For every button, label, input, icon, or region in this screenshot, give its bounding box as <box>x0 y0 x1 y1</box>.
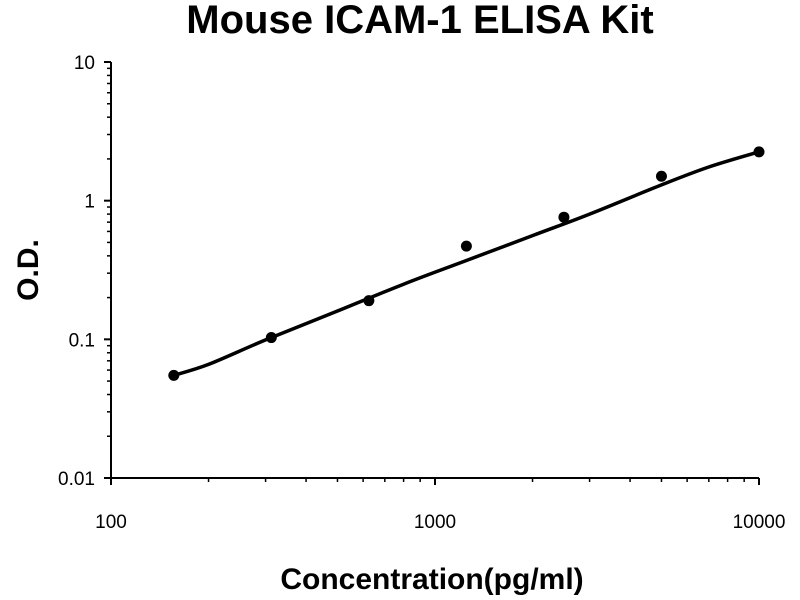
x-ticks: 100 1000 10000 <box>95 478 785 533</box>
y-tick-label: 10 <box>74 53 95 74</box>
fit-curve <box>172 150 761 378</box>
x-axis-label: Concentration(pg/ml) <box>280 563 583 596</box>
data-point <box>655 170 667 182</box>
y-axis-label: O.D. <box>12 239 45 301</box>
y-ticks: 0.01 0.1 1 10 <box>58 53 111 490</box>
data-points <box>168 146 765 381</box>
chart-title: Mouse ICAM-1 ELISA Kit <box>186 0 653 42</box>
x-tick-label: 10000 <box>733 512 786 533</box>
data-point <box>265 332 277 344</box>
x-tick-label: 1000 <box>414 512 456 533</box>
data-point <box>168 369 180 381</box>
axes <box>110 62 759 479</box>
data-point <box>460 240 472 252</box>
x-tick-label: 100 <box>95 512 127 533</box>
data-point <box>558 211 570 223</box>
y-tick-label: 0.1 <box>69 330 95 351</box>
data-point <box>753 146 765 158</box>
y-tick-label: 0.01 <box>58 469 95 490</box>
data-point <box>363 295 375 307</box>
y-tick-label: 1 <box>84 192 95 213</box>
